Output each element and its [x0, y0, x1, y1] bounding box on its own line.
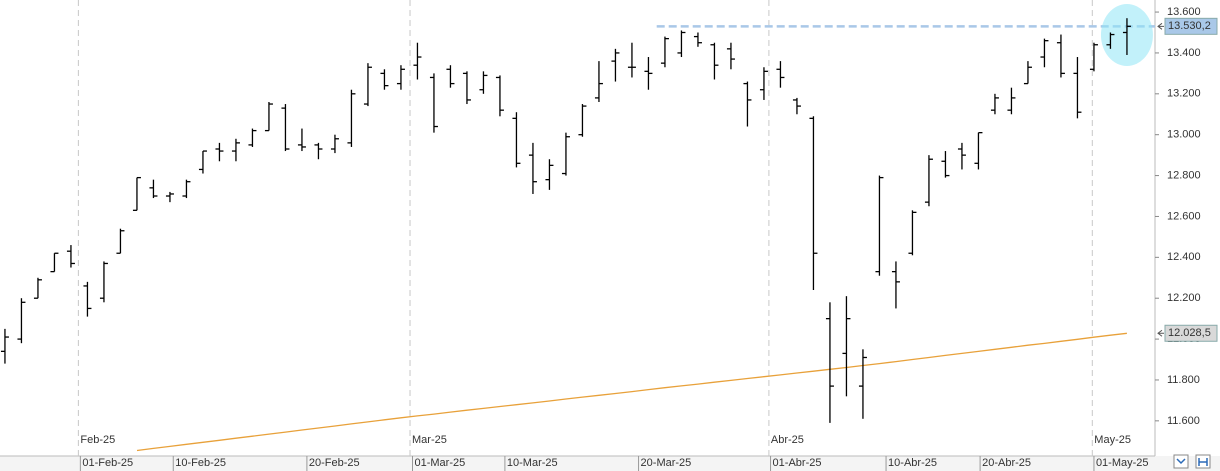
- icon-button[interactable]: [1173, 454, 1189, 469]
- x-tick-label: 01-Feb-25: [82, 457, 133, 469]
- marker-label: 12.028,5: [1168, 327, 1211, 339]
- month-label: May-25: [1094, 434, 1131, 446]
- marker-label: 13.530,2: [1168, 20, 1211, 32]
- x-tick-label: 10-Feb-25: [175, 457, 226, 469]
- y-tick-label: 13.000: [1167, 129, 1201, 141]
- toolbar-icons: [1173, 454, 1211, 469]
- y-tick-label: 13.600: [1167, 6, 1201, 18]
- y-tick-label: 11.800: [1167, 374, 1200, 386]
- x-tick-label: 01-May-25: [1096, 457, 1149, 469]
- marker-arrow: [1157, 22, 1164, 30]
- icon: [1198, 458, 1208, 466]
- x-tick-label: 10-Abr-25: [888, 457, 937, 469]
- y-tick-label: 13.400: [1167, 47, 1201, 59]
- icon: [1176, 458, 1186, 465]
- month-label: Feb-25: [80, 434, 115, 446]
- y-tick-label: 12.200: [1167, 292, 1201, 304]
- marker-box: [1164, 17, 1218, 35]
- ohlc-bars: [0, 18, 1131, 423]
- y-tick-label: 11.600: [1167, 415, 1200, 427]
- moving-average-line: [136, 332, 1127, 452]
- x-tick-label: 10-Mar-25: [507, 457, 558, 469]
- x-axis-band: [0, 456, 1220, 471]
- y-tick-label: 12.400: [1167, 251, 1201, 263]
- marker-box: [1164, 324, 1218, 342]
- x-tick-label: 20-Abr-25: [982, 457, 1031, 469]
- x-tick-label: 20-Feb-25: [309, 457, 360, 469]
- x-tick-label: 01-Abr-25: [773, 457, 822, 469]
- y-tick-label: 12.800: [1167, 169, 1201, 181]
- x-tick-label: 01-Mar-25: [415, 457, 466, 469]
- y-tick-label: 12.600: [1167, 210, 1201, 222]
- marker-arrow: [1157, 329, 1164, 337]
- x-tick-label: 20-Mar-25: [641, 457, 692, 469]
- month-label: Abr-25: [771, 434, 804, 446]
- y-tick-label: 13.200: [1167, 88, 1201, 100]
- month-label: Mar-25: [412, 434, 447, 446]
